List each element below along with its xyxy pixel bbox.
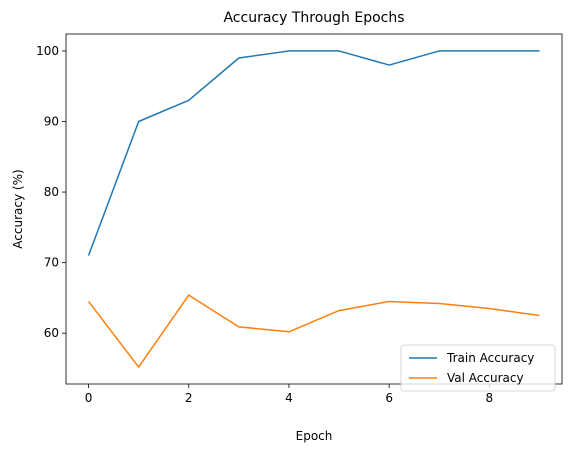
y-tick-label: 80: [44, 185, 59, 199]
series-line-train: [87, 50, 540, 256]
chart-title: Accuracy Through Epochs: [223, 10, 404, 26]
legend-box: [400, 344, 556, 392]
y-tick-label: 100: [36, 44, 59, 58]
y-tick-label: 90: [44, 115, 59, 129]
plot-frame: [65, 33, 563, 385]
x-tick-label: 2: [185, 391, 193, 405]
y-axis-label: Accuracy (%): [11, 169, 25, 248]
legend: Train Accuracy Val Accuracy: [400, 344, 556, 392]
plot-area: [65, 33, 563, 385]
legend-label: Val Accuracy: [447, 371, 524, 385]
x-tick-label: 8: [486, 391, 494, 405]
y-axis-ticks: 60 70 80 90 100: [36, 44, 66, 340]
series-line-val: [87, 294, 540, 368]
x-tick-label: 0: [85, 391, 93, 405]
series-layer: [87, 50, 540, 368]
y-tick-label: 60: [44, 326, 59, 340]
y-tick-label: 70: [44, 256, 59, 270]
x-tick-label: 6: [385, 391, 393, 405]
x-tick-label: 4: [285, 391, 293, 405]
legend-label: Train Accuracy: [446, 351, 534, 365]
x-axis-label: Epoch: [296, 429, 333, 443]
